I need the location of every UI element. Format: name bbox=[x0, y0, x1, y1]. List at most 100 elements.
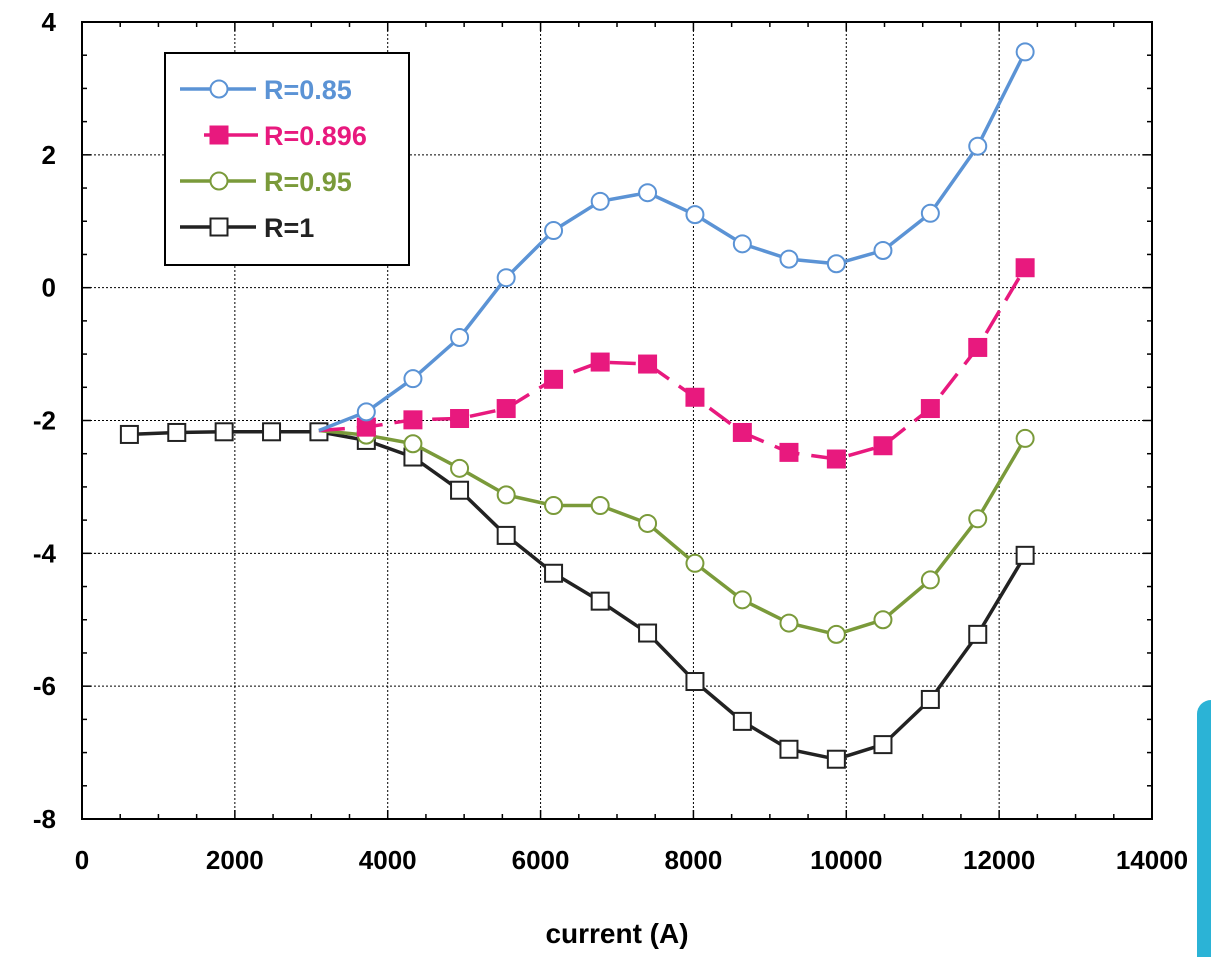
axis-tick-labels: 0 2000 4000 6000 8000 10000 12000 14000 -8 -6 -4 -2… bbox=[33, 7, 1188, 875]
data-point bbox=[732, 590, 752, 610]
data-point bbox=[968, 337, 988, 357]
legend-marker bbox=[209, 79, 229, 99]
legend-item: R=0.95 bbox=[180, 167, 352, 197]
data-point bbox=[732, 234, 752, 254]
data-point bbox=[450, 409, 470, 429]
decorative-side-accent bbox=[1197, 700, 1211, 957]
data-point bbox=[638, 513, 658, 533]
data-point bbox=[826, 254, 846, 274]
legend: R=0.85 R=0.896 R=0.95 R=1 bbox=[164, 52, 410, 266]
data-point bbox=[968, 136, 988, 156]
y-tick-label: -4 bbox=[33, 538, 57, 568]
minor-ticks bbox=[81, 21, 1153, 820]
data-point bbox=[356, 402, 376, 422]
x-tick-label: 12000 bbox=[963, 845, 1035, 875]
series-R=0.95 bbox=[318, 425, 1035, 644]
data-point bbox=[403, 434, 423, 454]
data-point bbox=[732, 422, 752, 442]
x-tick-label: 6000 bbox=[512, 845, 570, 875]
data-point bbox=[167, 422, 187, 442]
x-tick-label: 8000 bbox=[665, 845, 723, 875]
data-point bbox=[873, 436, 893, 456]
data-point bbox=[1015, 258, 1035, 278]
legend-marker bbox=[209, 171, 229, 191]
data-point bbox=[1015, 545, 1035, 565]
x-tick-label: 0 bbox=[75, 845, 89, 875]
y-tick-label: -8 bbox=[33, 804, 56, 834]
data-point bbox=[450, 480, 470, 500]
series-line bbox=[318, 428, 1027, 637]
data-point bbox=[873, 735, 893, 755]
data-point bbox=[638, 623, 658, 643]
legend-item: R=0.85 bbox=[180, 75, 352, 105]
legend-label: R=0.85 bbox=[264, 75, 352, 105]
data-point bbox=[1015, 428, 1035, 448]
data-point bbox=[920, 399, 940, 419]
series-line bbox=[129, 430, 1027, 761]
data-point bbox=[450, 458, 470, 478]
data-point bbox=[119, 424, 139, 444]
y-tick-label: 4 bbox=[42, 7, 57, 37]
data-point bbox=[214, 422, 234, 442]
legend-marker bbox=[209, 125, 229, 145]
data-point bbox=[590, 352, 610, 372]
data-point bbox=[496, 268, 516, 288]
data-point bbox=[779, 442, 799, 462]
data-point bbox=[779, 613, 799, 633]
data-point bbox=[1015, 42, 1035, 62]
data-point bbox=[826, 624, 846, 644]
data-point bbox=[590, 496, 610, 516]
data-point bbox=[779, 739, 799, 759]
data-point bbox=[496, 399, 516, 419]
data-point bbox=[450, 327, 470, 347]
x-axis-title: current (A) bbox=[545, 918, 688, 949]
legend-label: R=0.95 bbox=[264, 167, 352, 197]
data-point bbox=[685, 672, 705, 692]
series-R=0.896 bbox=[318, 258, 1035, 469]
data-point bbox=[638, 183, 658, 203]
series-layer bbox=[119, 42, 1035, 769]
data-point bbox=[920, 203, 940, 223]
data-point bbox=[544, 369, 564, 389]
data-point bbox=[732, 711, 752, 731]
data-point bbox=[873, 240, 893, 260]
data-point bbox=[638, 354, 658, 374]
data-point bbox=[968, 509, 988, 529]
data-point bbox=[873, 610, 893, 630]
legend-label: R=0.896 bbox=[264, 121, 367, 151]
data-point bbox=[262, 422, 282, 442]
data-point bbox=[685, 553, 705, 573]
data-point bbox=[403, 410, 423, 430]
data-point bbox=[544, 563, 564, 583]
y-tick-label: 2 bbox=[42, 140, 56, 170]
data-point bbox=[779, 249, 799, 269]
series-R=1 bbox=[119, 422, 1035, 769]
data-point bbox=[920, 570, 940, 590]
y-tick-label: -2 bbox=[33, 406, 56, 436]
x-tick-label: 14000 bbox=[1116, 845, 1188, 875]
data-point bbox=[685, 387, 705, 407]
data-point bbox=[826, 449, 846, 469]
series-line bbox=[318, 266, 1027, 461]
data-point bbox=[685, 205, 705, 225]
x-tick-label: 2000 bbox=[206, 845, 264, 875]
data-point bbox=[590, 191, 610, 211]
data-point bbox=[968, 624, 988, 644]
y-tick-label: 0 bbox=[42, 273, 56, 303]
data-point bbox=[590, 591, 610, 611]
legend-label: R=1 bbox=[264, 213, 314, 243]
x-tick-label: 10000 bbox=[810, 845, 882, 875]
y-tick-label: -6 bbox=[33, 671, 56, 701]
data-point bbox=[544, 221, 564, 241]
series-R=0.85 bbox=[318, 42, 1035, 433]
legend-item: R=0.896 bbox=[204, 121, 367, 151]
data-point bbox=[496, 485, 516, 505]
legend-marker bbox=[209, 217, 229, 237]
data-point bbox=[496, 525, 516, 545]
data-point bbox=[544, 496, 564, 516]
x-tick-label: 4000 bbox=[359, 845, 417, 875]
legend-item: R=1 bbox=[180, 213, 314, 243]
data-point bbox=[826, 749, 846, 769]
series-line bbox=[318, 51, 1027, 433]
